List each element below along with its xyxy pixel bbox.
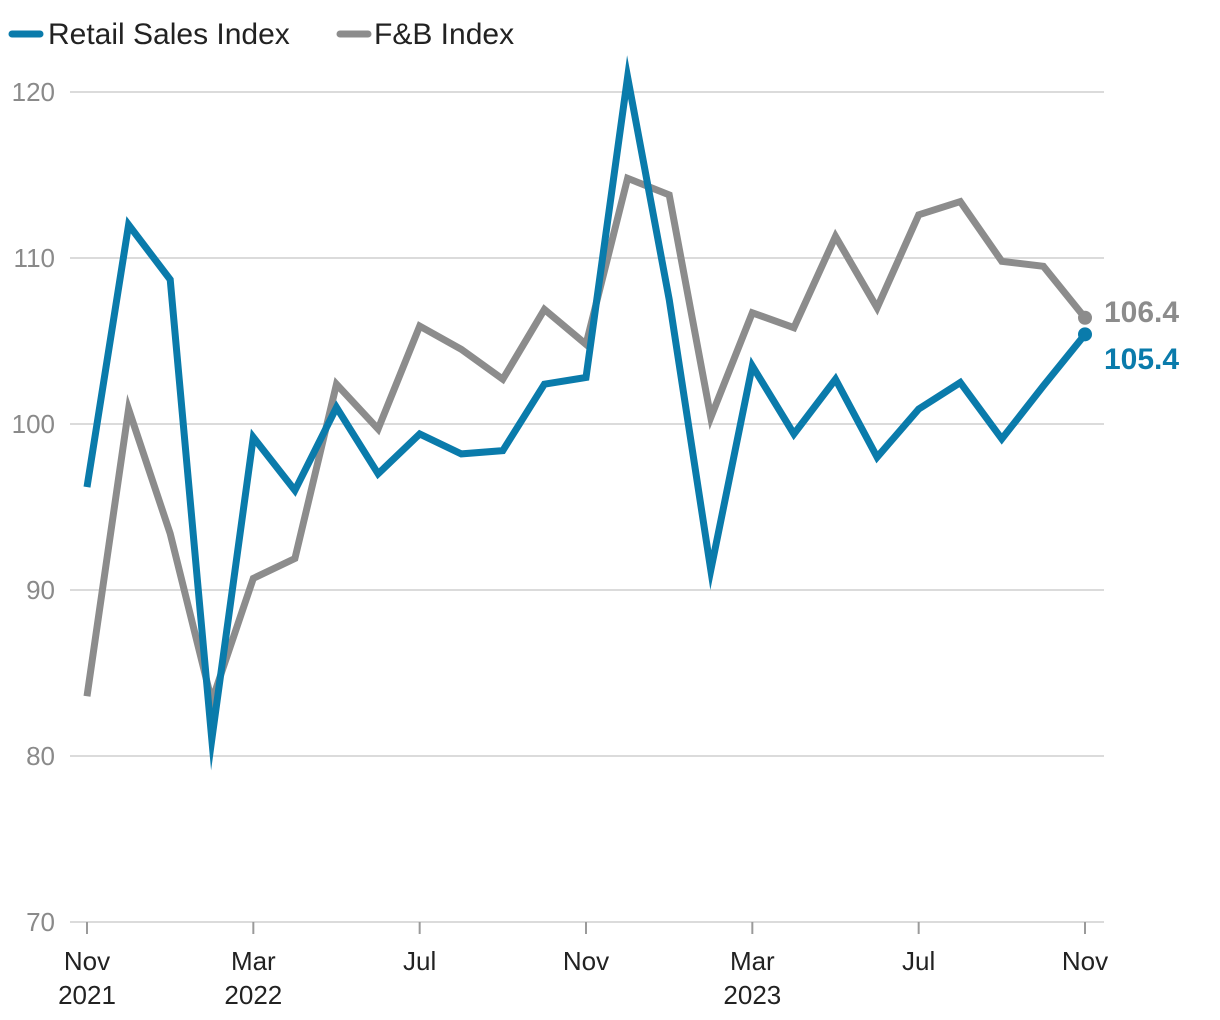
y-tick-label-120: 120: [12, 77, 55, 107]
series: [83, 55, 1092, 771]
y-tick-label-100: 100: [12, 409, 55, 439]
legend: Retail Sales Index F&B Index: [8, 18, 514, 51]
end-label-retail: 105.4: [1104, 343, 1179, 376]
x-tick-year-16: 2023: [723, 980, 781, 1010]
series-line-fb: [83, 173, 1088, 714]
gridlines: [70, 91, 1104, 923]
x-tick-label-4: Mar: [231, 946, 276, 976]
end-marker-fb: [1078, 310, 1092, 325]
x-tick-label-8: Jul: [403, 946, 436, 976]
end-marker-retail: [1078, 327, 1092, 342]
x-tick-label-12: Nov: [563, 946, 609, 976]
series-line-retail: [83, 55, 1088, 771]
y-tick-label-110: 110: [14, 243, 55, 273]
x-tick-label-0: Nov: [64, 946, 110, 976]
legend-label-fb: F&B Index: [374, 18, 514, 51]
x-tick-year-0: 2021: [58, 980, 116, 1010]
x-tick-label-24: Nov: [1062, 946, 1108, 976]
y-axis: 70 80 90 100 110 120: [12, 77, 55, 937]
x-axis: Nov 2021 Mar 2022 Jul Nov Mar 2023 Jul Nov: [58, 922, 1108, 1010]
y-tick-label-70: 70: [26, 907, 55, 937]
x-tick-label-16: Mar: [730, 946, 775, 976]
legend-label-retail: Retail Sales Index: [48, 18, 290, 51]
x-tick-year-4: 2022: [224, 980, 282, 1010]
end-label-fb: 106.4: [1104, 296, 1179, 329]
y-tick-label-80: 80: [26, 741, 55, 771]
y-tick-label-90: 90: [26, 575, 55, 605]
x-tick-label-20: Jul: [902, 946, 935, 976]
